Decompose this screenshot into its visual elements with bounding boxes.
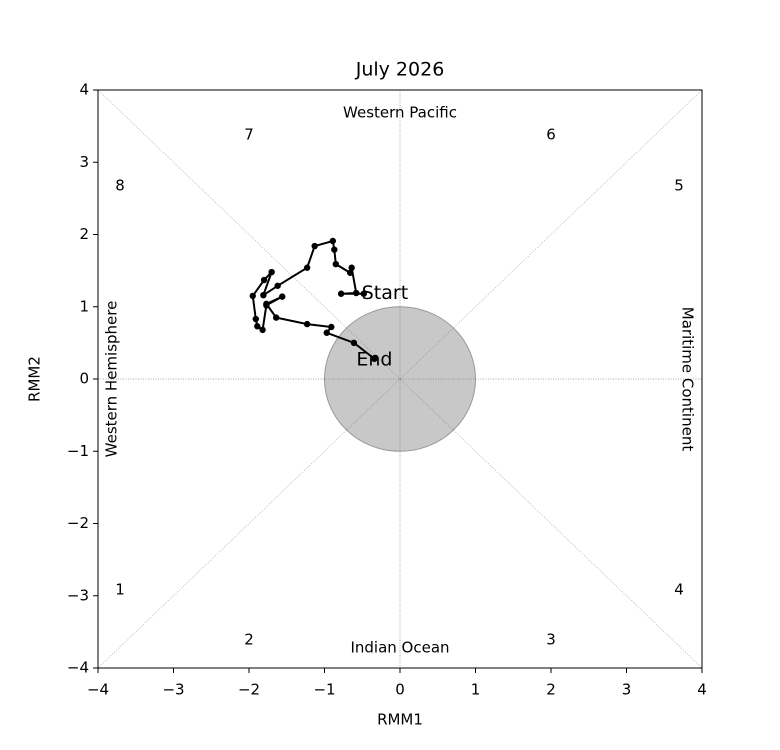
x-tick-label: 4: [697, 681, 707, 699]
diagonal: [97, 89, 703, 669]
x-tick-label: 1: [471, 681, 481, 699]
phase-label: 5: [674, 177, 684, 195]
point: [260, 276, 268, 284]
point: [371, 355, 378, 362]
point: [353, 289, 360, 297]
point: [252, 315, 259, 323]
x-tick-label: 0: [395, 681, 405, 699]
point: [303, 320, 311, 328]
point: [263, 300, 270, 308]
x-tick-label: −3: [162, 681, 184, 699]
point: [303, 264, 311, 271]
phase-label: 2: [244, 631, 254, 649]
point: [272, 314, 280, 321]
chart-title: July 2026: [355, 59, 445, 81]
point: [274, 282, 281, 289]
point: [350, 339, 358, 347]
point: [311, 242, 318, 250]
phase-label: 4: [674, 581, 684, 599]
y-tick-label: 2: [79, 225, 89, 243]
y-tick-label: −2: [67, 514, 89, 532]
phase-label: 6: [546, 126, 556, 144]
x-tick-label: −2: [238, 681, 260, 699]
y-tick-label: −1: [67, 442, 89, 460]
point: [328, 323, 335, 331]
y-tick-label: −3: [67, 586, 89, 604]
point: [323, 329, 330, 336]
point: [259, 326, 266, 334]
x-tick-label: 2: [546, 681, 556, 699]
y-tick-label: 0: [79, 370, 89, 388]
region-label: Western Hemisphere: [103, 301, 121, 458]
region-label: Western Pacific: [343, 104, 457, 122]
phase-label: 8: [115, 177, 125, 195]
end-label: End: [356, 348, 392, 370]
x-tick-label: −4: [87, 681, 109, 699]
x-axis-label: RMM1: [377, 711, 423, 729]
y-tick-label: 4: [79, 81, 89, 99]
region-label: Indian Ocean: [350, 639, 449, 657]
point: [332, 260, 340, 268]
phase-label: 1: [115, 581, 125, 599]
x-tick-label: 3: [622, 681, 632, 699]
point: [337, 290, 345, 297]
point: [260, 291, 267, 299]
point: [360, 290, 367, 297]
point: [249, 292, 256, 300]
x-tick-label: −1: [313, 681, 335, 699]
point: [279, 293, 286, 300]
point: [331, 246, 338, 253]
phase-label: 3: [546, 631, 556, 649]
point: [268, 268, 275, 276]
point: [346, 269, 354, 276]
y-tick-label: 1: [79, 297, 89, 315]
start-label: Start: [362, 282, 408, 304]
point: [329, 237, 337, 245]
y-tick-label: 3: [79, 153, 89, 171]
y-axis-label: RMM2: [26, 356, 44, 402]
point: [348, 264, 355, 271]
region-label: Maritime Continent: [679, 307, 697, 452]
y-tick-label: −4: [67, 659, 89, 677]
point: [254, 323, 261, 330]
phase-label: 7: [244, 126, 254, 144]
